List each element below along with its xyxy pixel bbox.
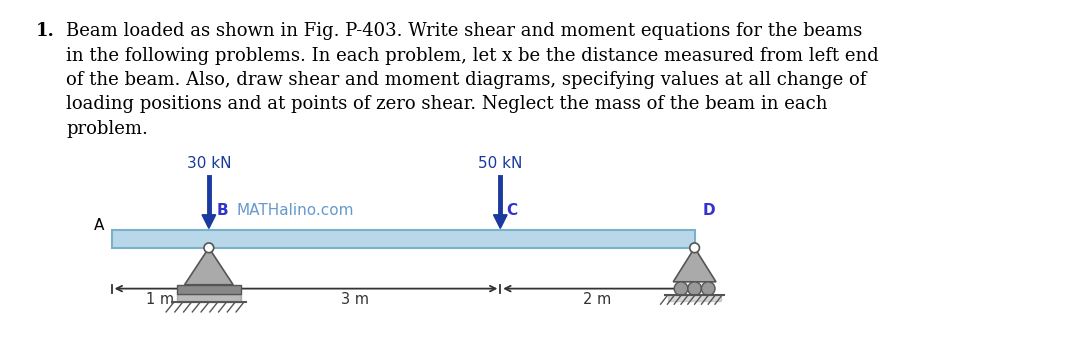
Circle shape — [688, 282, 701, 295]
Text: C: C — [507, 203, 517, 218]
Text: 1.: 1. — [36, 23, 55, 41]
Circle shape — [204, 243, 214, 253]
Text: 3 m: 3 m — [340, 291, 368, 306]
Circle shape — [690, 243, 700, 253]
Text: MATHalino.com: MATHalino.com — [237, 203, 353, 218]
FancyArrow shape — [202, 215, 216, 228]
Text: 2 m: 2 m — [583, 291, 611, 306]
Bar — [111, 230, 694, 248]
Text: D: D — [702, 203, 715, 218]
Polygon shape — [185, 248, 233, 285]
Polygon shape — [673, 248, 716, 282]
Text: 50 kN: 50 kN — [478, 156, 523, 171]
Text: A: A — [94, 218, 104, 233]
Text: B: B — [217, 203, 228, 218]
FancyArrow shape — [494, 215, 508, 228]
Circle shape — [674, 282, 688, 295]
Bar — [177, 285, 241, 295]
Text: 1 m: 1 m — [146, 291, 174, 306]
Text: 30 kN: 30 kN — [187, 156, 231, 171]
Text: Beam loaded as shown in Fig. P-403. Write shear and moment equations for the bea: Beam loaded as shown in Fig. P-403. Writ… — [66, 23, 879, 138]
Circle shape — [701, 282, 715, 295]
